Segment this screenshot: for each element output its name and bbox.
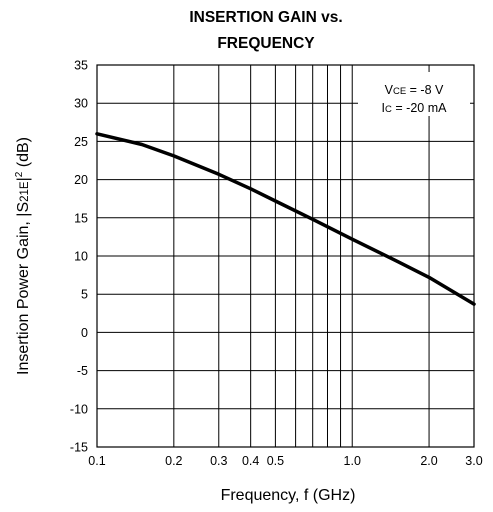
x-tick-label: 0.3 [210,454,227,468]
chart-title-line-2: FREQUENCY [217,35,315,52]
y-axis-label: Insertion Power Gain, |S21E|2 (dB) [14,137,32,375]
x-tick-label: 0.4 [242,454,259,468]
x-tick-label: 1.0 [344,454,361,468]
x-axis-ticks: 0.1 0.2 0.3 0.4 0.5 1.0 2.0 3.0 [88,454,482,468]
plot-frame [96,64,475,448]
annotation-box: VCE = -8 V IC = -20 mA [358,72,470,116]
annotation-background [358,72,470,116]
y-tick-label: 10 [74,250,88,264]
x-tick-label: 2.0 [420,454,437,468]
x-tick-label: 0.1 [88,454,105,468]
grid-lines [96,64,475,448]
chart-title-line-1: INSERTION GAIN vs. [189,9,342,26]
y-tick-label: 5 [81,288,88,302]
x-tick-label: 3.0 [465,454,482,468]
y-tick-label: 35 [74,59,88,73]
insertion-gain-curve [95,132,476,306]
y-tick-label: 20 [74,173,88,187]
y-tick-label: -10 [70,402,88,416]
annotation-vce: VCE = -8 V [385,83,444,97]
y-axis-ticks: 35 30 25 20 15 10 5 0 -5 -10 -15 [70,59,88,455]
y-tick-label: 0 [81,326,88,340]
y-tick-label: -5 [77,364,88,378]
y-tick-label: -15 [70,441,88,455]
x-tick-label: 0.2 [165,454,182,468]
x-tick-label: 0.5 [267,454,284,468]
y-tick-label: 25 [74,135,88,149]
y-tick-label: 30 [74,97,88,111]
y-tick-label: 15 [74,211,88,225]
x-axis-label: Frequency, f (GHz) [221,487,356,504]
annotation-ic: IC = -20 mA [382,101,448,115]
